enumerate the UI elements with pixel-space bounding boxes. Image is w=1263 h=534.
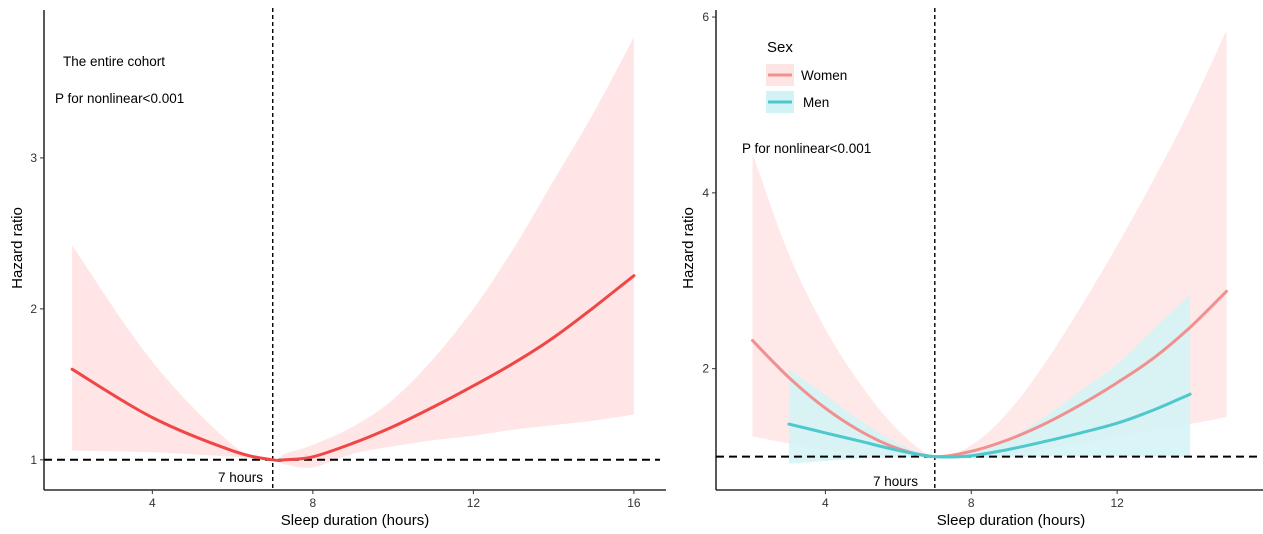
y-tick-label: 1: [30, 453, 37, 467]
x-axis-title: Sleep duration (hours): [281, 512, 429, 529]
x-tick-label: 8: [310, 496, 317, 510]
x-tick-label: 4: [822, 496, 829, 510]
legend-label-women: Women: [801, 68, 847, 83]
legend-label-men: Men: [803, 95, 829, 110]
y-tick-label: 3: [30, 151, 37, 165]
y-tick-label: 4: [702, 186, 709, 200]
legend-item-men: Men: [766, 91, 829, 113]
legend-title: Sex: [767, 39, 793, 56]
annotation-p-nonlinear: P for nonlinear<0.001: [742, 141, 871, 156]
x-tick-label: 8: [968, 496, 975, 510]
legend: Sex Women Men: [766, 39, 847, 113]
x-tick-label: 16: [627, 496, 641, 510]
annotation-cohort: The entire cohort: [63, 54, 165, 69]
y-axis-title: Hazard ratio: [680, 207, 697, 289]
vline-label: 7 hours: [873, 474, 918, 489]
vline-label: 7 hours: [218, 470, 263, 485]
series-line-men: [787, 392, 1192, 459]
ci-band-women: [752, 30, 1227, 458]
x-tick-label: 4: [149, 496, 156, 510]
x-axis-title: Sleep duration (hours): [937, 512, 1085, 529]
x-tick-label: 12: [1110, 496, 1124, 510]
y-tick-label: 2: [30, 302, 37, 316]
y-tick-label: 6: [702, 10, 709, 24]
x-tick-label: 12: [467, 496, 481, 510]
series-line-0: [70, 274, 636, 463]
ci-band-series-0: [72, 37, 634, 468]
series-line-women: [751, 289, 1228, 459]
annotation-p-nonlinear: P for nonlinear<0.001: [55, 91, 184, 106]
y-tick-label: 2: [702, 362, 709, 376]
ci-band-men: [788, 294, 1191, 464]
legend-item-women: Women: [766, 64, 847, 86]
y-axis-title: Hazard ratio: [9, 207, 26, 289]
panel-by-sex: 4 8 12 2 4 6 P for nonlinear<0.001 7 hours Sl…: [680, 8, 1263, 529]
